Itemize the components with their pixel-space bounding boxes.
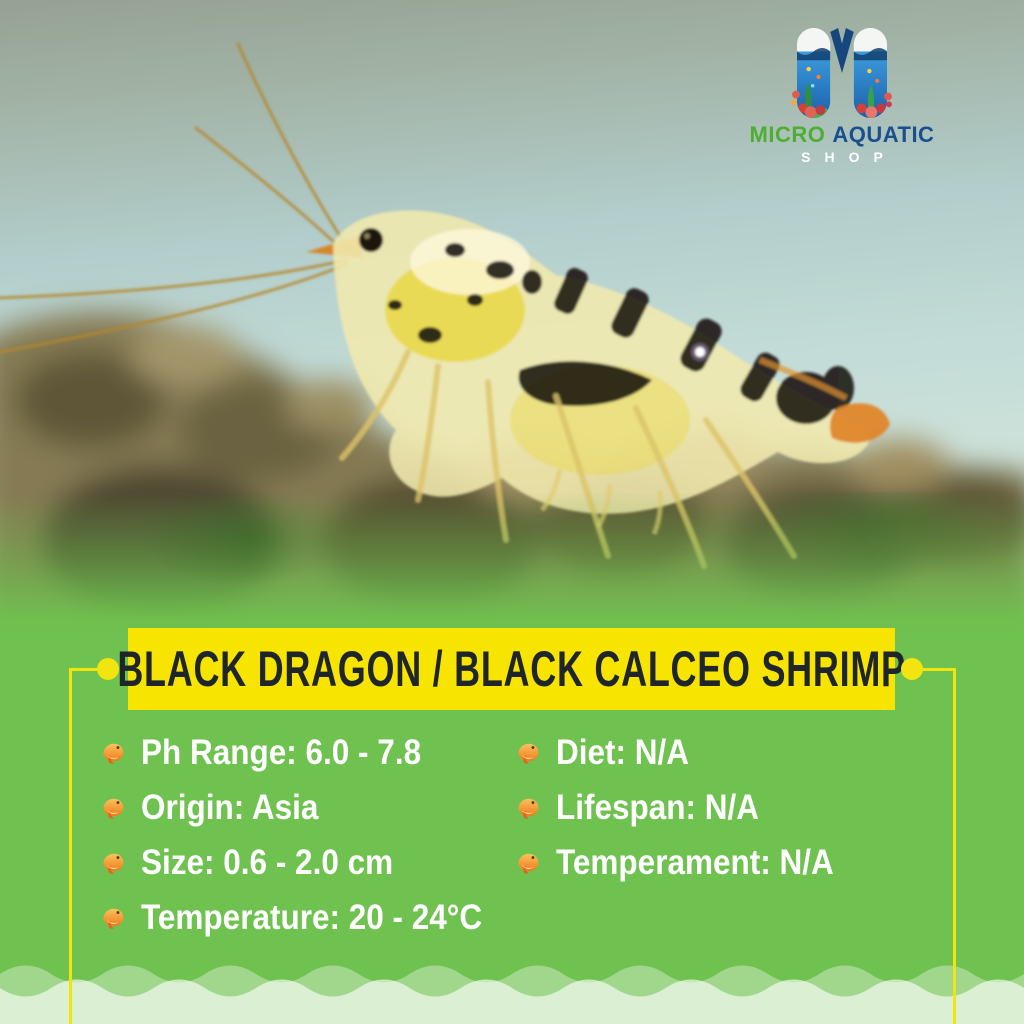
brand-name-aquatic: AQUATIC xyxy=(832,122,935,147)
fish-icon xyxy=(98,904,128,931)
species-title: BLACK DRAGON / BLACK CALCEO SHRIMP xyxy=(117,641,906,697)
frame-dot-left xyxy=(97,658,119,680)
spec-text: Origin: Asia xyxy=(141,788,319,827)
spec-row-temperament: Temperament: N/A xyxy=(513,837,865,888)
fish-icon xyxy=(98,739,128,766)
frame-dot-right xyxy=(901,658,923,680)
photo-green-fade xyxy=(0,492,1024,642)
spec-row-size: Size: 0.6 - 2.0 cm xyxy=(98,837,520,888)
wave-layer-front xyxy=(0,979,1024,1024)
tail-fan xyxy=(830,403,890,443)
fish-icon xyxy=(98,849,128,876)
spec-text: Diet: N/A xyxy=(556,733,690,772)
specs-column-right: Diet: N/A Lifespan: N/A Temperament: N/A xyxy=(513,727,865,892)
brand-logo: MICRO AQUATIC SHOP xyxy=(740,26,944,164)
frame-line-right-vertical xyxy=(953,668,956,1024)
spec-text: Lifespan: N/A xyxy=(556,788,760,827)
light-sparkle xyxy=(695,347,705,357)
spec-text: Size: 0.6 - 2.0 cm xyxy=(141,843,394,882)
shrimp xyxy=(0,42,890,569)
title-banner: BLACK DRAGON / BLACK CALCEO SHRIMP xyxy=(117,628,905,710)
wave-decoration xyxy=(0,965,1024,1024)
eye xyxy=(359,228,383,252)
frame-line-left-vertical xyxy=(69,668,72,1024)
spec-row-ph-range: Ph Range: 6.0 - 7.8 xyxy=(98,727,520,778)
spec-text: Temperature: 20 - 24°C xyxy=(141,898,483,937)
spec-row-diet: Diet: N/A xyxy=(513,727,865,778)
fish-icon xyxy=(513,739,543,766)
fish-icon xyxy=(98,794,128,821)
brand-name-micro: MICRO xyxy=(749,122,826,147)
spec-text: Temperament: N/A xyxy=(556,843,834,882)
brand-name-shop: SHOP xyxy=(801,149,897,165)
antennae xyxy=(0,42,352,354)
shrimp-photo xyxy=(0,0,1024,642)
fish-icon xyxy=(513,849,543,876)
spec-row-origin: Origin: Asia xyxy=(98,782,520,833)
fish-icon xyxy=(513,794,543,821)
spec-row-temperature: Temperature: 20 - 24°C xyxy=(98,892,520,943)
spec-text: Ph Range: 6.0 - 7.8 xyxy=(141,733,422,772)
frame-line-right-horizontal xyxy=(922,668,955,671)
spec-row-lifespan: Lifespan: N/A xyxy=(513,782,865,833)
logo-m-icon xyxy=(791,27,892,119)
black-markings xyxy=(388,243,854,424)
specs-column-left: Ph Range: 6.0 - 7.8 Origin: Asia Size: 0… xyxy=(98,727,520,947)
frame-line-left-horizontal xyxy=(69,668,99,671)
